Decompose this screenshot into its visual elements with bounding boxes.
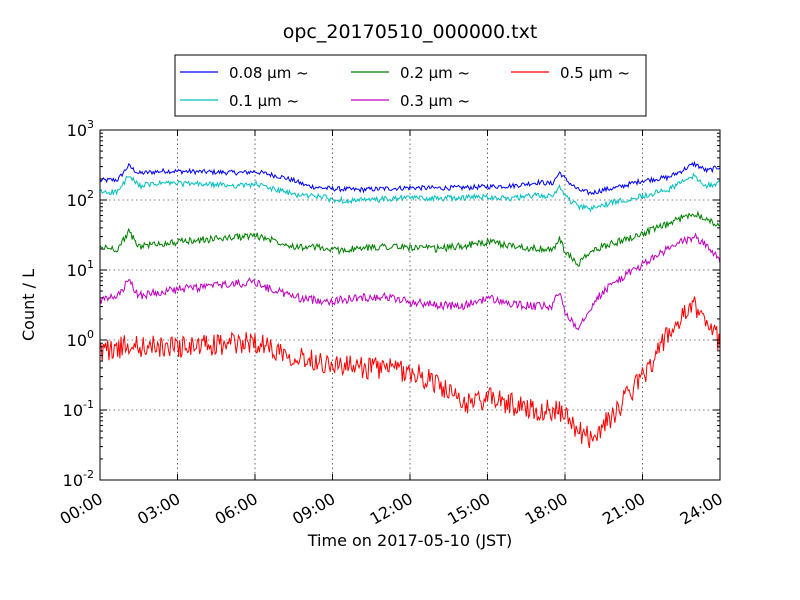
x-tick-label: 00:00 <box>57 489 106 529</box>
series-group <box>99 232 721 331</box>
series-line <box>99 296 721 448</box>
y-axis: 10-2 10-1 100 101 102 103 <box>63 118 720 490</box>
series-line <box>99 232 721 331</box>
y-tick-label: 102 <box>67 188 94 210</box>
y-tick-label: 100 <box>67 328 94 350</box>
y-axis-label: Count / L <box>19 269 38 341</box>
legend-label: 0.08 μm ~ <box>229 64 309 82</box>
series-group <box>99 296 721 448</box>
x-tick-label: 06:00 <box>212 489 261 529</box>
y-tick-label: 101 <box>67 258 94 280</box>
x-tick-label: 09:00 <box>289 489 338 529</box>
legend-box <box>174 54 647 117</box>
x-axis: 00:00 03:00 06:00 09:00 12:00 15:00 18:00 21:00… <box>57 130 726 529</box>
x-tick-label: 21:00 <box>599 489 648 529</box>
x-tick-label: 12:00 <box>367 489 416 529</box>
legend-label: 0.3 μm ~ <box>400 92 470 110</box>
series-layer <box>99 160 721 448</box>
legend-label: 0.2 μm ~ <box>400 64 470 82</box>
grid <box>100 130 720 480</box>
x-tick-label: 03:00 <box>134 489 183 529</box>
series-group <box>99 210 721 267</box>
chart-title: opc_20170510_000000.txt <box>283 21 538 43</box>
y-tick-label: 10-2 <box>63 468 94 490</box>
x-tick-label: 24:00 <box>677 489 726 529</box>
series-line <box>99 160 721 196</box>
x-axis-label: Time on 2017-05-10 (JST) <box>307 531 512 550</box>
x-tick-label: 15:00 <box>444 489 493 529</box>
series-group <box>99 160 721 196</box>
series-line <box>99 172 721 213</box>
series-group <box>99 172 721 213</box>
legend-label: 0.5 μm ~ <box>560 64 630 82</box>
y-tick-label: 10-1 <box>63 398 94 420</box>
y-tick-label: 103 <box>67 118 94 140</box>
series-line <box>99 210 721 267</box>
legend: 0.08 μm ~ 0.1 μm ~ 0.2 μm ~ 0.3 μm ~ 0.5 μm … <box>174 54 647 117</box>
legend-label: 0.1 μm ~ <box>229 92 299 110</box>
x-tick-label: 18:00 <box>522 489 571 529</box>
